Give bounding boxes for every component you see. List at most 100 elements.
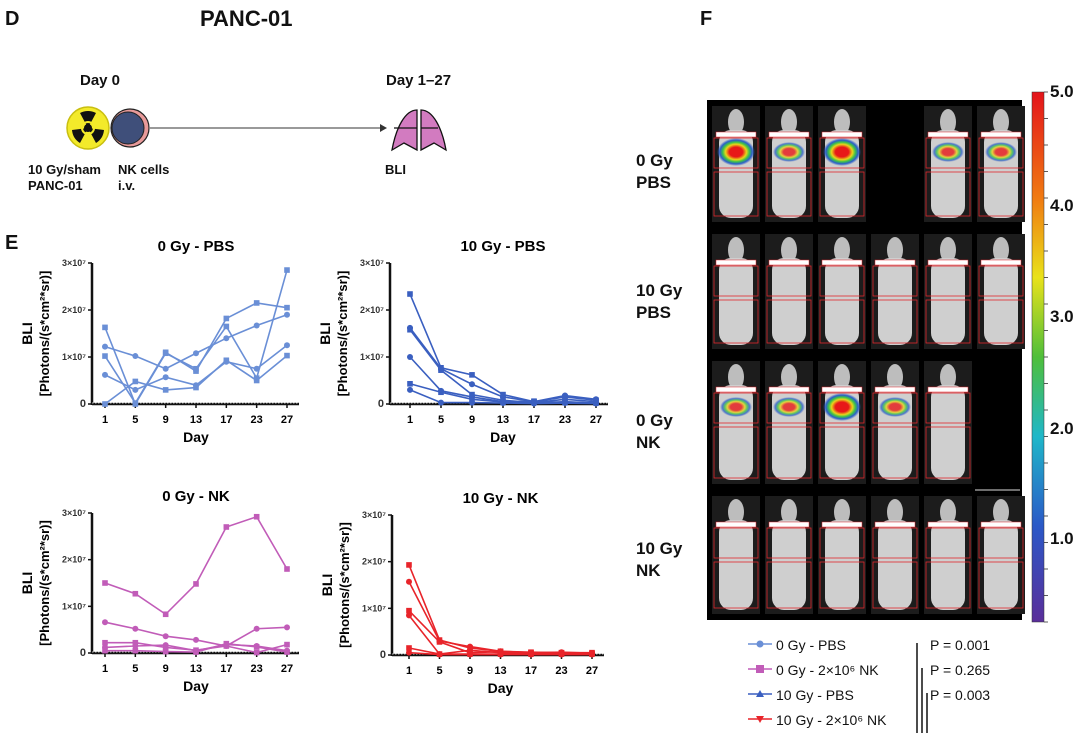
mouse-image bbox=[765, 106, 813, 222]
row-label-0gy-nk: 0 Gy NK bbox=[636, 410, 673, 454]
y-tick-label: 3×10⁷ bbox=[62, 508, 86, 518]
data-point bbox=[284, 641, 290, 648]
data-point bbox=[284, 311, 290, 318]
series-2 bbox=[102, 311, 290, 372]
x-tick-label: 1 bbox=[406, 665, 412, 677]
row-label-10gy-nk: 10 Gy NK bbox=[636, 538, 682, 582]
mouse-head bbox=[887, 364, 903, 390]
roi-box bbox=[819, 527, 865, 559]
mouse-body bbox=[719, 520, 753, 610]
y-axis-label: BLI bbox=[319, 574, 335, 597]
data-point bbox=[469, 396, 475, 403]
chart-title: 10 Gy - PBS bbox=[460, 238, 545, 255]
x-axis-label: Day bbox=[183, 678, 209, 694]
irradiation-label-line1: 10 Gy/sham bbox=[28, 162, 101, 177]
y-tick-label: 1×10⁷ bbox=[62, 352, 86, 362]
mouse-body bbox=[931, 385, 965, 480]
x-tick-label: 27 bbox=[281, 663, 293, 675]
bioluminescence-signal bbox=[773, 142, 805, 162]
roi-label bbox=[768, 521, 810, 528]
data-point bbox=[406, 578, 412, 585]
data-point bbox=[223, 315, 230, 322]
bli-row-4 bbox=[712, 496, 1025, 614]
mouse-head bbox=[993, 499, 1009, 525]
data-point bbox=[132, 353, 139, 360]
mouse-head bbox=[781, 109, 797, 135]
roi-box bbox=[872, 392, 918, 424]
roi-label bbox=[874, 521, 916, 528]
row-label-line: PBS bbox=[636, 173, 671, 192]
mouse-image bbox=[712, 106, 760, 222]
data-point bbox=[162, 648, 169, 655]
bioluminescence-signal bbox=[720, 397, 752, 417]
roi-box bbox=[766, 265, 812, 297]
roi-label bbox=[927, 386, 969, 393]
mouse-image bbox=[924, 106, 972, 222]
bioluminescence-signal bbox=[823, 393, 861, 421]
row-label-line: NK bbox=[636, 433, 661, 452]
bioluminescence-signal bbox=[717, 138, 755, 166]
data-point bbox=[132, 643, 139, 649]
data-point bbox=[102, 647, 108, 654]
mouse-body bbox=[719, 258, 753, 345]
roi-label bbox=[874, 386, 916, 393]
mouse-head bbox=[728, 364, 744, 390]
colorbar-label: 4.0 bbox=[1050, 196, 1074, 215]
series-6 bbox=[407, 386, 599, 407]
x-axis-label: Day bbox=[488, 680, 514, 696]
x-tick-label: 23 bbox=[559, 414, 571, 426]
y-tick-label: 2×10⁷ bbox=[360, 305, 384, 315]
mouse-image bbox=[765, 361, 813, 484]
roi-box bbox=[925, 392, 971, 424]
roi-box bbox=[872, 299, 918, 344]
day-range-label: Day 1–27 bbox=[386, 72, 452, 89]
roi-box bbox=[713, 299, 759, 344]
roi-box bbox=[819, 171, 865, 217]
mouse-body bbox=[772, 258, 806, 345]
colorbar-label: 3.0 bbox=[1050, 307, 1074, 326]
roi-box bbox=[766, 171, 812, 217]
x-tick-label: 5 bbox=[132, 663, 138, 675]
series-3 bbox=[102, 300, 290, 406]
data-point bbox=[193, 649, 199, 655]
data-point bbox=[253, 649, 260, 656]
data-point bbox=[407, 326, 413, 333]
mouse-head bbox=[940, 364, 956, 390]
mouse-head bbox=[993, 109, 1009, 135]
row-label-line: 0 Gy bbox=[636, 151, 673, 170]
mouse-image bbox=[871, 361, 919, 484]
x-tick-label: 17 bbox=[220, 663, 232, 675]
series-4 bbox=[406, 612, 595, 658]
y-axis-unit-label: [Photons/(s*cm²*sr)] bbox=[37, 271, 52, 397]
data-point bbox=[284, 304, 290, 311]
x-tick-label: 13 bbox=[190, 663, 202, 675]
roi-box bbox=[978, 137, 1024, 169]
x-axis-label: Day bbox=[490, 429, 516, 445]
series-1 bbox=[407, 291, 599, 405]
roi-box bbox=[925, 171, 971, 217]
mouse-image bbox=[977, 106, 1025, 222]
x-tick-label: 13 bbox=[190, 414, 202, 426]
x-tick-label: 27 bbox=[586, 665, 598, 677]
data-point bbox=[438, 367, 444, 373]
roi-box bbox=[713, 561, 759, 609]
data-point bbox=[469, 399, 475, 406]
mouse-body bbox=[984, 520, 1018, 610]
x-tick-label: 23 bbox=[555, 665, 567, 677]
series-1 bbox=[406, 562, 595, 656]
x-tick-label: 9 bbox=[469, 414, 475, 426]
x-tick-label: 5 bbox=[436, 665, 442, 677]
legend: 0 Gy - PBS 0 Gy - 2×10⁶ NK 10 Gy - PBS 1… bbox=[776, 632, 886, 732]
roi-box bbox=[713, 426, 759, 479]
x-tick-label: 1 bbox=[407, 414, 413, 426]
row-label-10gy-pbs: 10 Gy PBS bbox=[636, 280, 682, 324]
mouse-head bbox=[781, 364, 797, 390]
x-tick-label: 9 bbox=[163, 663, 169, 675]
mouse-body bbox=[931, 258, 965, 345]
line-chart-1: 0 Gy - PBS 0 1×10⁷ 2×10⁷ 3×10⁷ 1 5 9 13 17 23 27 Day… bbox=[19, 238, 299, 445]
row-label-line: NK bbox=[636, 561, 661, 580]
data-point bbox=[162, 642, 169, 649]
y-axis-label: BLI bbox=[317, 322, 333, 345]
x-tick-label: 1 bbox=[102, 663, 108, 675]
panel-letter-e: E bbox=[5, 232, 19, 254]
